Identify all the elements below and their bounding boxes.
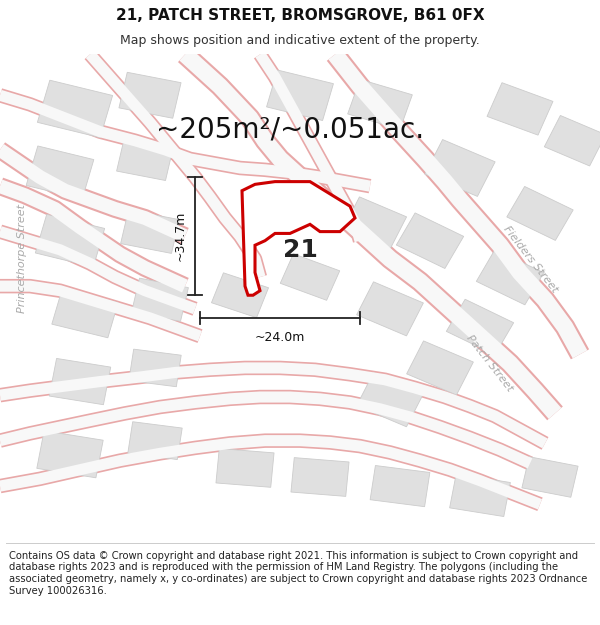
Bar	[544, 116, 600, 166]
Bar	[119, 72, 181, 118]
Bar	[129, 349, 181, 387]
Bar	[356, 372, 424, 427]
Bar	[370, 466, 430, 507]
Bar	[26, 146, 94, 199]
Bar	[449, 474, 511, 516]
Bar	[211, 273, 269, 318]
Bar	[356, 282, 424, 336]
Bar	[37, 431, 103, 478]
Text: ~34.7m: ~34.7m	[174, 211, 187, 261]
Text: ~205m²/~0.051ac.: ~205m²/~0.051ac.	[156, 116, 424, 144]
Text: Map shows position and indicative extent of the property.: Map shows position and indicative extent…	[120, 34, 480, 48]
Text: 21, PATCH STREET, BROMSGROVE, B61 0FX: 21, PATCH STREET, BROMSGROVE, B61 0FX	[116, 8, 484, 22]
Bar	[216, 449, 274, 488]
Bar	[128, 422, 182, 459]
Bar	[522, 457, 578, 498]
Bar	[131, 278, 188, 321]
Bar	[266, 70, 334, 121]
Bar	[121, 210, 179, 253]
Bar	[407, 341, 473, 395]
Bar	[425, 139, 495, 196]
Bar	[446, 299, 514, 355]
Bar	[347, 79, 412, 129]
Text: Fielders Street: Fielders Street	[501, 224, 559, 294]
Text: Princethorpe Street: Princethorpe Street	[17, 204, 27, 313]
Text: 21: 21	[283, 238, 317, 262]
Bar	[476, 249, 544, 305]
Bar	[507, 186, 573, 241]
Bar	[291, 458, 349, 496]
Polygon shape	[242, 182, 355, 295]
Bar	[280, 254, 340, 300]
Text: ~24.0m: ~24.0m	[255, 331, 305, 344]
Bar	[35, 214, 104, 267]
Bar	[343, 197, 407, 248]
Bar	[52, 289, 118, 338]
Bar	[116, 138, 173, 181]
Bar	[397, 213, 464, 269]
Text: Contains OS data © Crown copyright and database right 2021. This information is : Contains OS data © Crown copyright and d…	[9, 551, 587, 596]
Text: Patch Street: Patch Street	[465, 333, 515, 394]
Bar	[487, 82, 553, 135]
Bar	[49, 358, 111, 405]
Bar	[37, 80, 113, 138]
